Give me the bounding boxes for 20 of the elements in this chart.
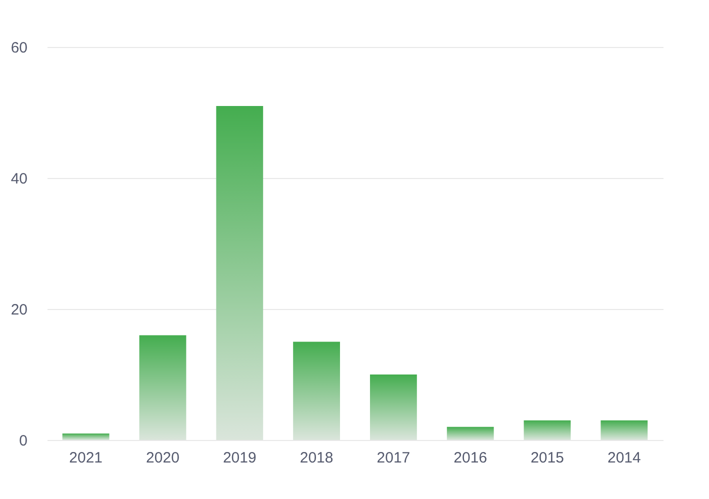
x-tick-label: 2018: [300, 450, 334, 466]
x-tick-label: 2016: [454, 450, 488, 466]
x-tick-label: 2019: [222, 450, 256, 466]
x-tick-label: 2014: [607, 450, 641, 466]
x-tick-label: 2020: [146, 450, 180, 466]
y-tick-label: 20: [10, 302, 28, 318]
bar: [62, 433, 110, 440]
bar: [524, 420, 571, 440]
bar: [216, 106, 264, 440]
x-tick-label: 2015: [530, 450, 564, 466]
x-tick-label: 2017: [376, 450, 410, 466]
x-tick-label: 2021: [69, 450, 103, 466]
y-tick-label: 40: [10, 170, 28, 188]
bar: [293, 342, 340, 440]
y-tick-label: 0: [19, 432, 28, 450]
y-tick-label: 60: [10, 40, 28, 56]
bar: [446, 426, 494, 440]
bar: [600, 420, 648, 440]
bar: [370, 374, 417, 440]
bar: [139, 335, 186, 440]
